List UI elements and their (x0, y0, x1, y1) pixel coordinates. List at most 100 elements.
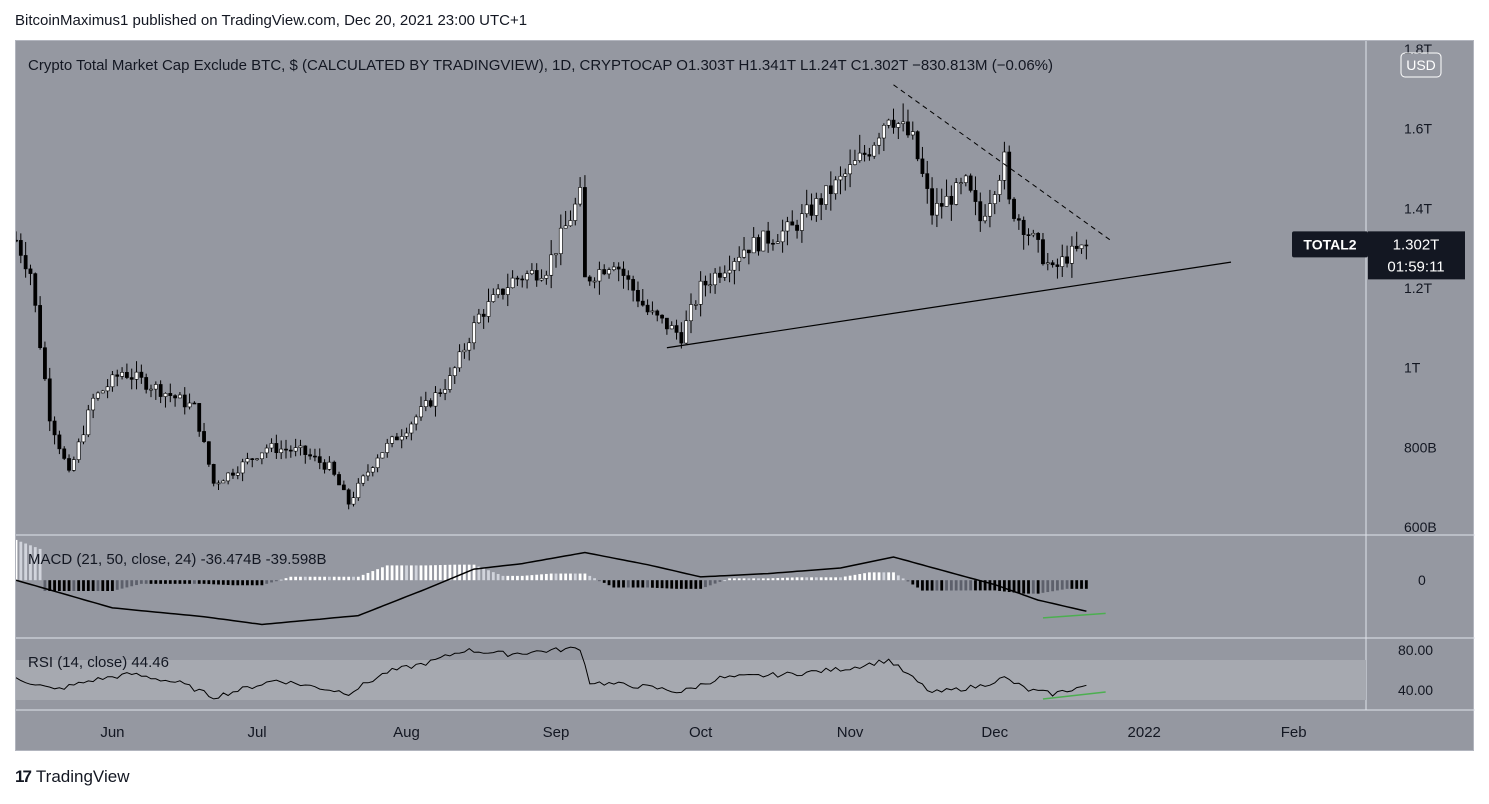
time-axis-tick-label: Nov (837, 724, 864, 741)
legend-change: −830.813M (−0.06%) (912, 57, 1053, 74)
candle-body (1026, 234, 1031, 236)
candle-body (62, 448, 67, 459)
candle-body (433, 392, 438, 407)
candle-body (510, 277, 515, 289)
macd-histogram-bar (246, 580, 249, 586)
price-scale-tick-label: 600B (1404, 519, 1437, 535)
macd-histogram-bar (651, 580, 654, 588)
candle-body (992, 194, 997, 204)
macd-histogram-bar (829, 577, 833, 581)
candle-body (828, 185, 833, 195)
candle-body (279, 448, 284, 454)
macd-histogram-bar (260, 580, 264, 586)
legend-symbol: Crypto Total Market Cap Exclude BTC, $ (… (28, 57, 676, 74)
price-tag-value: 1.302T (1393, 236, 1440, 253)
macd-histogram-bar (607, 580, 611, 586)
time-axis-tick-label: Feb (1281, 724, 1307, 741)
chart-svg[interactable]: 1.8T 1.6T 1.4T 1.2T 1T 800B 600B USD TOTAL2 1.302… (16, 41, 1475, 752)
macd-histogram-bar (192, 580, 196, 584)
candle-body (934, 203, 939, 216)
candle-body (891, 119, 896, 128)
macd-histogram-bar (597, 580, 601, 582)
candle-body (1069, 245, 1074, 264)
time-axis-tick-label: Aug (393, 724, 420, 741)
candle-body (178, 394, 182, 399)
time-axis-tick-label: 2022 (1128, 724, 1161, 741)
footer-brand[interactable]: 17 TradingView (15, 767, 129, 787)
macd-histogram-bar (631, 580, 635, 588)
candle-body (1045, 262, 1050, 265)
macd-histogram-bar (1027, 580, 1030, 594)
candle-body (718, 272, 722, 278)
macd-histogram-bar (839, 577, 842, 581)
candle-body (250, 458, 255, 460)
macd-histogram-bar (761, 578, 765, 581)
macd-histogram-bar (901, 578, 905, 581)
candle-body (626, 275, 631, 280)
macd-histogram-bar (139, 580, 143, 584)
currency-button[interactable]: USD (1400, 52, 1442, 78)
candle-body (573, 203, 578, 221)
candle-body (631, 279, 636, 291)
macd-histogram-bar (1036, 580, 1040, 594)
macd-histogram-bar (270, 580, 273, 583)
macd-histogram-bar (564, 573, 568, 581)
macd-histogram-bar (19, 541, 23, 581)
macd-histogram-bar (535, 574, 539, 581)
price-scale-tick-label: 800B (1404, 439, 1437, 455)
macd-histogram-bar (790, 577, 794, 581)
candle-body (732, 261, 737, 271)
macd-histogram-bar (250, 580, 254, 586)
candle-body (182, 394, 187, 408)
candle-body (780, 230, 785, 243)
macd-histogram-bar (212, 580, 216, 585)
rsi-band (16, 660, 1366, 700)
candle-body (790, 221, 795, 226)
candle-body (399, 436, 404, 441)
macd-histogram-bar (863, 573, 866, 581)
candle-body (419, 406, 423, 418)
macd-histogram-bar (916, 580, 920, 588)
tradingview-logo-icon: 17 (15, 767, 32, 786)
macd-histogram-bar (67, 580, 71, 591)
macd-histogram-bar (29, 545, 32, 581)
macd-legend-value: -36.474B (201, 551, 266, 568)
macd-histogram-bar (405, 565, 408, 581)
candle-body (240, 461, 245, 474)
macd-histogram-bar (477, 566, 481, 581)
macd-histogram-bar (516, 575, 519, 581)
macd-divergence-line (1042, 612, 1106, 619)
candle-body (684, 320, 689, 344)
macd-histogram-bar (646, 580, 650, 588)
candle-body (1084, 244, 1089, 247)
macd-histogram-bar (361, 574, 365, 581)
macd-histogram-bar (231, 580, 235, 586)
candle-body (187, 402, 192, 408)
macd-histogram-bar (57, 580, 61, 591)
macd-histogram-bar (800, 577, 804, 581)
macd-histogram-bar (843, 576, 847, 581)
macd-histogram-bar (723, 580, 727, 582)
macd-histogram-bar (969, 580, 973, 591)
macd-histogram-bar (501, 575, 505, 581)
candle-body (313, 455, 317, 458)
chart-frame[interactable]: 1.8T 1.6T 1.4T 1.2T 1T 800B 600B USD TOTAL2 1.302… (15, 40, 1475, 752)
candle-body (110, 374, 115, 388)
legend-o-label: O (676, 57, 688, 74)
macd-histogram-bar (660, 580, 664, 589)
candle-body (881, 124, 886, 139)
macd-histogram-bar (573, 573, 577, 581)
macd-histogram-bar (549, 573, 553, 581)
macd-histogram-bar (708, 580, 712, 586)
candle-body (16, 239, 18, 242)
macd-histogram-bar (24, 543, 28, 581)
candle-body (809, 204, 814, 216)
macd-histogram-bar (699, 580, 703, 589)
candle-body (496, 288, 501, 295)
candle-body (18, 240, 23, 256)
candle-body (988, 203, 992, 217)
candle-body (674, 325, 679, 333)
candle-body (857, 152, 862, 161)
candle-body (91, 397, 96, 411)
candle-body (872, 144, 877, 157)
